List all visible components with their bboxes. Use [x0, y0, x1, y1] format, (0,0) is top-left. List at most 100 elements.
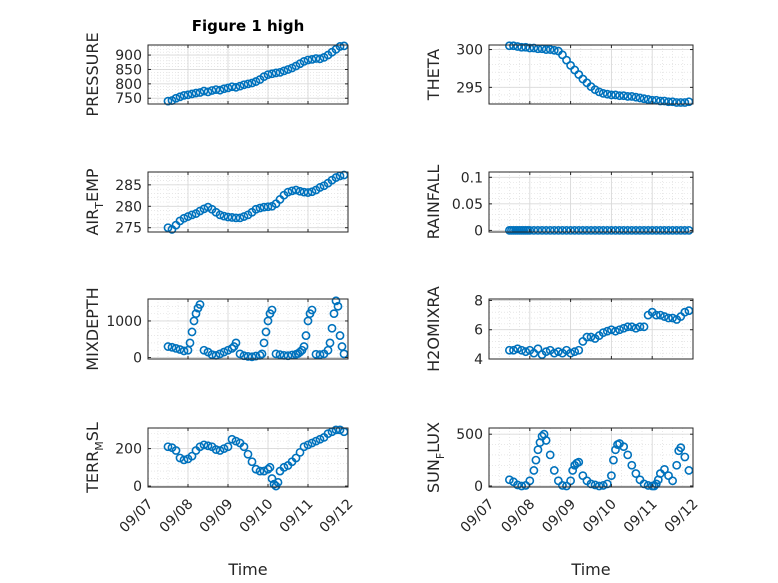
data-point — [619, 442, 629, 452]
x-tick-label: 09/08 — [498, 496, 538, 536]
data-point — [651, 310, 661, 320]
subplot-4: 0 0.05 0.1 RAINFALL — [424, 165, 694, 239]
data-point — [619, 323, 629, 333]
data-point — [647, 226, 657, 235]
data-point — [619, 91, 629, 101]
data-point — [187, 210, 197, 220]
y-axis-label-subscript: F — [434, 453, 447, 459]
data-point — [299, 342, 309, 351]
data-point — [301, 331, 311, 340]
subplot-7: 0 200 TERRMSL 09/07 09/08 09/09 09/10 09/11 09/1… — [83, 422, 356, 579]
data-point — [243, 449, 253, 459]
data-point — [598, 226, 608, 235]
axes-box — [147, 44, 349, 105]
data-point — [239, 80, 249, 90]
data-point — [541, 45, 551, 54]
data-point — [333, 301, 343, 311]
data-point — [325, 338, 335, 348]
data-point — [179, 346, 189, 356]
data-point — [255, 466, 265, 476]
data-point — [171, 93, 181, 103]
data-point — [195, 300, 205, 309]
data-point — [267, 474, 277, 483]
x-tick-label: 09/11 — [621, 496, 661, 536]
data-point — [639, 322, 649, 332]
data-point — [191, 309, 201, 319]
data-point — [299, 187, 309, 197]
x-axis-label: Time — [570, 560, 610, 579]
data-point — [331, 173, 341, 182]
y-tick-label: 0 — [474, 479, 483, 495]
data-point — [631, 226, 641, 235]
y-tick-label: 900 — [115, 48, 142, 64]
x-tick-label: 09/10 — [237, 496, 277, 536]
y-tick-label: 200 — [115, 442, 142, 458]
data-point — [615, 325, 624, 335]
data-point — [287, 186, 297, 196]
data-point — [179, 455, 189, 465]
data-point — [598, 328, 608, 338]
data-point — [611, 326, 620, 336]
y-tick-label: 300 — [456, 43, 483, 59]
data-point — [594, 87, 604, 97]
data-point — [680, 307, 690, 317]
x-tick-label: 09/07 — [117, 496, 157, 536]
data-point — [627, 226, 637, 235]
data-point — [549, 226, 559, 235]
data-point — [163, 342, 173, 351]
data-point — [664, 313, 673, 323]
data-point — [311, 54, 321, 63]
data-point — [163, 223, 173, 233]
data-point — [680, 98, 690, 107]
y-tick-label: 285 — [115, 178, 142, 194]
data-point — [295, 447, 305, 457]
data-point — [247, 78, 257, 88]
data-point — [582, 226, 592, 235]
data-point — [227, 343, 237, 353]
data-point — [609, 455, 618, 465]
data-point — [509, 41, 518, 51]
data-point — [291, 453, 301, 463]
data-point — [529, 466, 539, 475]
data-point — [267, 69, 277, 79]
data-point — [257, 349, 267, 359]
data-point — [558, 226, 567, 235]
data-point — [615, 91, 624, 101]
data-point — [513, 480, 522, 490]
data-point — [175, 92, 185, 102]
data-point — [631, 469, 641, 478]
data-point — [259, 202, 269, 212]
y-axis-label: H2OMIXRA — [424, 286, 443, 372]
data-point — [267, 305, 277, 315]
data-point — [331, 425, 341, 435]
data-point — [558, 481, 567, 490]
data-point — [590, 480, 600, 490]
data-point — [235, 81, 245, 91]
y-tick-label: 275 — [115, 221, 142, 237]
axes-box — [488, 427, 694, 488]
data-point — [223, 442, 233, 452]
data-point — [545, 226, 555, 235]
data-point — [570, 347, 580, 357]
data-point — [303, 188, 313, 197]
data-point — [199, 440, 209, 450]
data-point — [672, 460, 682, 470]
data-point — [295, 347, 305, 357]
data-point — [167, 342, 177, 352]
data-point — [660, 226, 669, 235]
data-point — [504, 41, 514, 51]
data-point — [533, 226, 543, 235]
x-axis-label: Time — [227, 560, 267, 579]
data-point — [171, 446, 181, 455]
data-point — [607, 471, 616, 481]
data-point — [615, 226, 624, 235]
data-point — [295, 186, 305, 196]
data-point — [311, 349, 321, 359]
data-point — [664, 226, 673, 235]
data-point — [231, 338, 241, 348]
data-point — [668, 476, 677, 486]
data-point — [655, 310, 665, 320]
data-point — [602, 326, 612, 336]
